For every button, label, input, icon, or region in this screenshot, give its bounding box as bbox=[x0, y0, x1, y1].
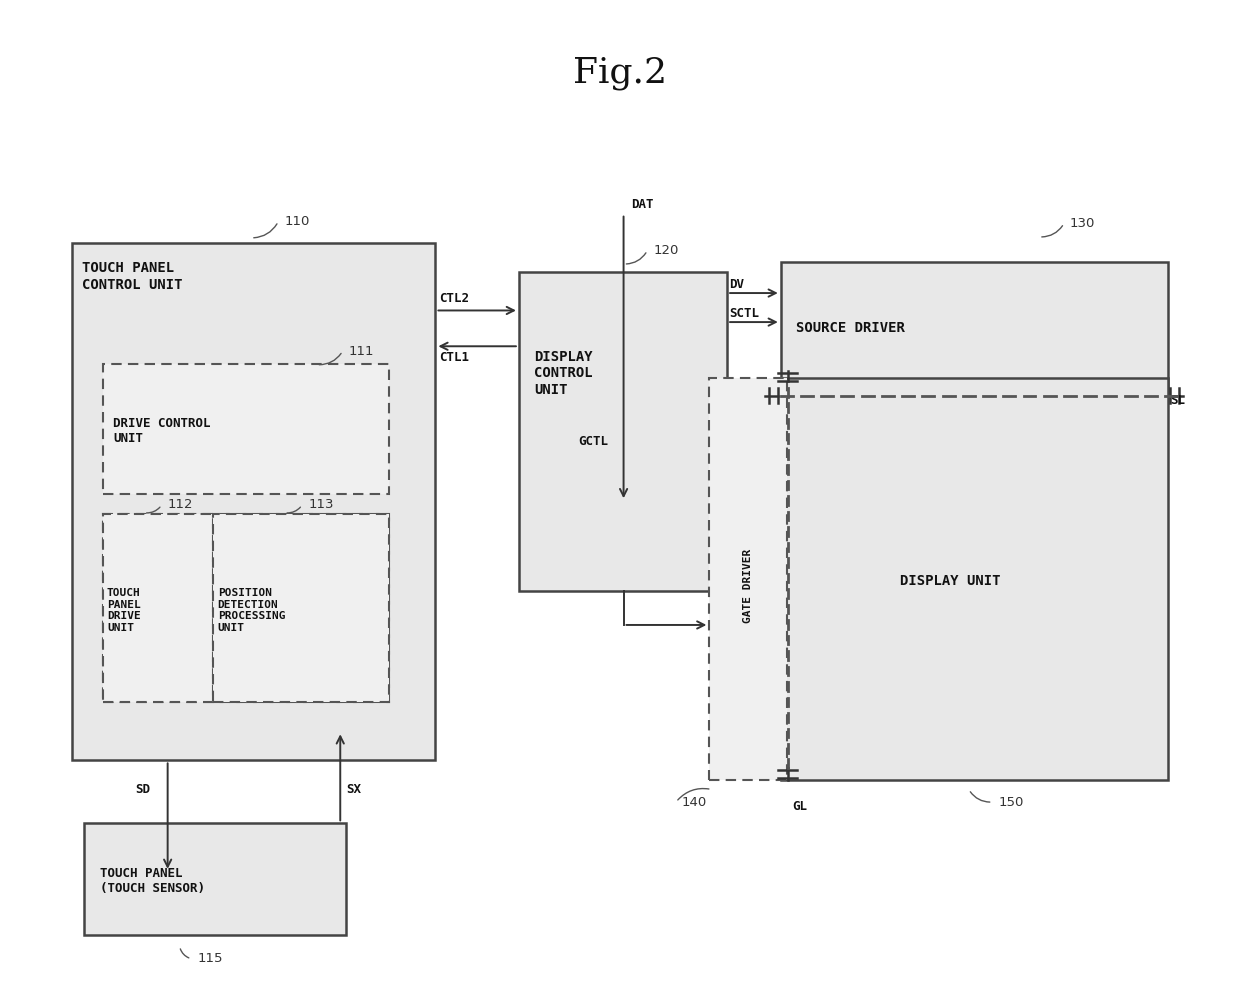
Bar bbox=[103, 514, 213, 703]
Text: POSITION
DETECTION
PROCESSING
UNIT: POSITION DETECTION PROCESSING UNIT bbox=[218, 588, 285, 633]
Text: TOUCH PANEL
CONTROL UNIT: TOUCH PANEL CONTROL UNIT bbox=[82, 261, 182, 291]
Text: TOUCH
PANEL
DRIVE
UNIT: TOUCH PANEL DRIVE UNIT bbox=[107, 588, 140, 633]
Text: GL: GL bbox=[792, 800, 807, 813]
Text: TOUCH PANEL
(TOUCH SENSOR): TOUCH PANEL (TOUCH SENSOR) bbox=[99, 868, 205, 895]
Bar bbox=[72, 243, 435, 760]
Text: 140: 140 bbox=[682, 795, 707, 808]
Bar bbox=[84, 824, 346, 934]
Bar bbox=[518, 272, 727, 591]
Text: DISPLAY
CONTROL
UNIT: DISPLAY CONTROL UNIT bbox=[534, 350, 593, 396]
Text: SD: SD bbox=[135, 783, 150, 796]
Text: GCTL: GCTL bbox=[578, 434, 609, 448]
Text: DAT: DAT bbox=[631, 198, 653, 211]
Bar bbox=[213, 514, 389, 703]
Bar bbox=[781, 262, 1168, 393]
Text: DISPLAY UNIT: DISPLAY UNIT bbox=[900, 575, 1001, 589]
Bar bbox=[103, 514, 389, 703]
Text: DRIVE CONTROL
UNIT: DRIVE CONTROL UNIT bbox=[113, 417, 211, 446]
Bar bbox=[103, 364, 389, 494]
Text: 110: 110 bbox=[284, 215, 310, 228]
Text: CTL1: CTL1 bbox=[439, 352, 469, 364]
Bar bbox=[709, 378, 786, 780]
Text: 150: 150 bbox=[998, 795, 1024, 808]
Text: 120: 120 bbox=[653, 244, 678, 257]
Text: 112: 112 bbox=[167, 499, 193, 511]
Bar bbox=[781, 378, 1168, 780]
Text: Fig.2: Fig.2 bbox=[573, 56, 667, 91]
Text: 111: 111 bbox=[348, 345, 374, 358]
Text: SL: SL bbox=[1171, 394, 1185, 407]
Text: GATE DRIVER: GATE DRIVER bbox=[743, 549, 753, 623]
Text: SOURCE DRIVER: SOURCE DRIVER bbox=[796, 321, 905, 335]
Text: DV: DV bbox=[729, 278, 744, 291]
Text: CTL2: CTL2 bbox=[439, 292, 469, 305]
Text: SCTL: SCTL bbox=[729, 306, 760, 320]
Text: SX: SX bbox=[346, 783, 361, 796]
Text: 113: 113 bbox=[308, 499, 334, 511]
Text: 130: 130 bbox=[1070, 217, 1095, 230]
Text: 115: 115 bbox=[197, 953, 223, 966]
